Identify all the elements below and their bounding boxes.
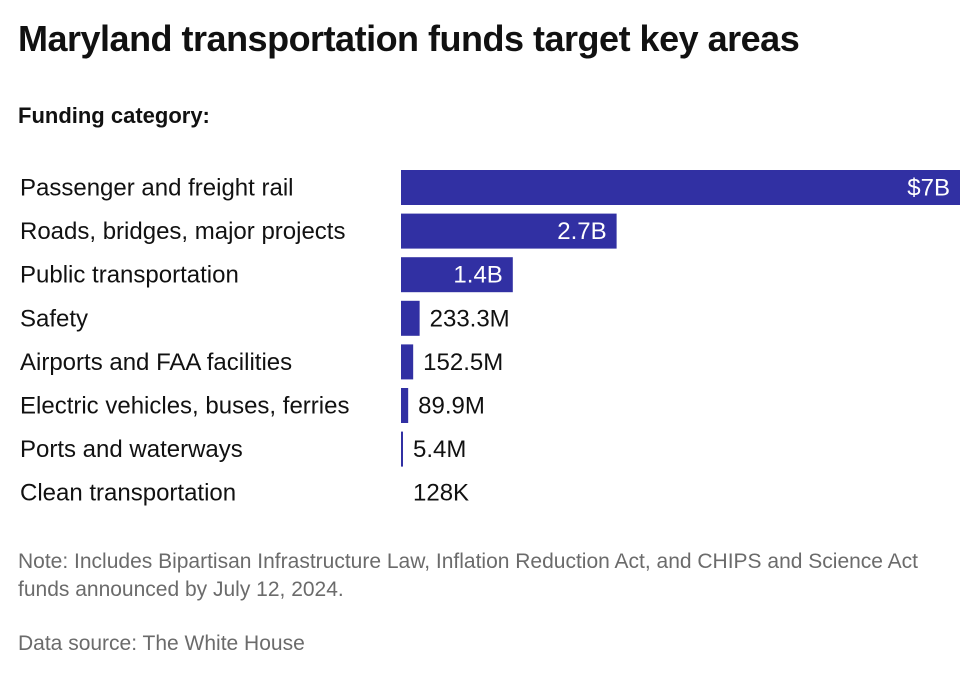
bar [401,257,513,293]
bar [401,213,617,249]
value-label: 5.4M [413,436,466,463]
value-label: 1.4B [453,262,502,289]
bar [401,388,409,423]
chart-subtitle: Funding category: [18,103,210,128]
value-label: 2.7B [557,218,606,245]
bar [401,300,420,336]
category-label: Ports and waterways [20,436,243,463]
bar [401,344,414,380]
value-label: $7B [907,175,950,202]
category-label: Clean transportation [20,480,236,507]
category-label: Passenger and freight rail [20,175,294,202]
category-label: Safety [20,305,88,332]
category-label: Roads, bridges, major projects [20,218,345,245]
value-label: 152.5M [423,349,503,376]
category-label: Airports and FAA facilities [20,349,292,376]
value-label: 89.9M [418,393,485,420]
value-label: 128K [413,480,469,507]
bar [401,431,403,467]
data-source: Data source: The White House [18,632,305,655]
chart-title: Maryland transportation funds target key… [18,18,800,59]
category-label: Electric vehicles, buses, ferries [20,393,349,420]
chart-note: Note: Includes Bipartisan Infrastructure… [18,550,918,601]
value-label: 233.3M [430,305,510,332]
bar-chart: Passenger and freight rail $7B Roads, brid… [20,170,960,507]
category-label: Public transportation [20,262,239,289]
bar [401,170,960,205]
